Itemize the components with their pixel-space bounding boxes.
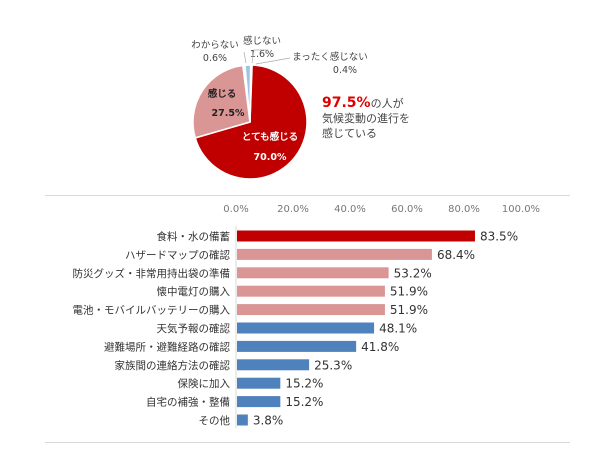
callout-line1: の人が (370, 97, 404, 110)
pie-label: 感じる (208, 88, 237, 100)
category-label: 食料・水の備蓄 (157, 230, 231, 243)
pie-label: わからない (191, 40, 239, 51)
pie-chart: とても感じる 70.0% 感じる 27.5% わからない 0.6% 感じない 1.6% まったく… (191, 35, 368, 180)
leader-line (243, 51, 247, 64)
pie-value-label: 27.5% (212, 108, 245, 119)
x-tick-label: 0.0% (223, 204, 248, 215)
bar (237, 248, 432, 260)
category-label: ハザードマップの確認 (125, 248, 230, 261)
data-label: 51.9% (390, 303, 428, 317)
x-tick-label: 40.0% (334, 204, 366, 215)
data-label: 41.8% (361, 340, 399, 354)
pie-slice (192, 64, 251, 139)
pie-value-label: 1.6% (250, 49, 274, 60)
bar (237, 377, 281, 389)
pie-value-label: 0.4% (333, 65, 357, 76)
data-label: 15.2% (285, 395, 323, 409)
category-label: 家族間の連絡方法の確認 (115, 359, 231, 372)
bar (237, 396, 281, 408)
pie-label: 感じない (243, 35, 281, 47)
callout-line3: 感じている (322, 127, 377, 140)
x-tick-label: 60.0% (391, 204, 423, 215)
category-label: 保険に加入 (178, 377, 231, 390)
divider-top (45, 195, 570, 196)
bar (237, 322, 375, 334)
pie-callout: 97.5%の人が 気候変動の進行を 感じている (322, 96, 410, 141)
pie-label: まったく感じない (292, 51, 368, 63)
data-label: 48.1% (379, 322, 417, 336)
bar (237, 340, 357, 352)
divider-bottom (45, 442, 570, 443)
leader-line (251, 49, 268, 64)
pie-label: とても感じる (242, 131, 298, 143)
data-label: 15.2% (285, 377, 323, 391)
data-label: 53.2% (394, 266, 432, 280)
data-label: 3.8% (253, 414, 284, 428)
category-label: 自宅の補強・整備 (146, 396, 230, 409)
data-label: 68.4% (437, 248, 475, 262)
data-label: 83.5% (480, 230, 518, 244)
category-label: 避難場所・避難経路の確認 (104, 340, 230, 353)
pie-value-label: 70.0% (254, 152, 287, 163)
callout-highlight: 97.5% (322, 95, 371, 111)
data-label: 51.9% (390, 285, 428, 299)
pie-slice (249, 64, 253, 123)
category-label: その他 (199, 414, 231, 427)
leader-line (255, 57, 291, 65)
pie-slice (194, 64, 308, 180)
category-label: 防災グッズ・非常用持出袋の準備 (73, 267, 231, 280)
bar (237, 414, 248, 426)
bar (237, 285, 385, 297)
callout-line2: 気候変動の進行を (322, 112, 410, 125)
bar (237, 267, 389, 279)
category-label: 天気予報の確認 (157, 322, 231, 335)
x-tick-label: 100.0% (502, 204, 540, 215)
pie-value-label: 0.6% (203, 53, 227, 64)
category-label: 懐中電灯の購入 (157, 285, 231, 298)
x-tick-label: 80.0% (448, 204, 480, 215)
bar (237, 304, 385, 316)
category-label: 電池・モバイルバッテリーの購入 (73, 304, 231, 317)
bar (237, 230, 475, 242)
bar (237, 359, 310, 371)
x-tick-label: 20.0% (277, 204, 309, 215)
data-label: 25.3% (314, 358, 352, 372)
